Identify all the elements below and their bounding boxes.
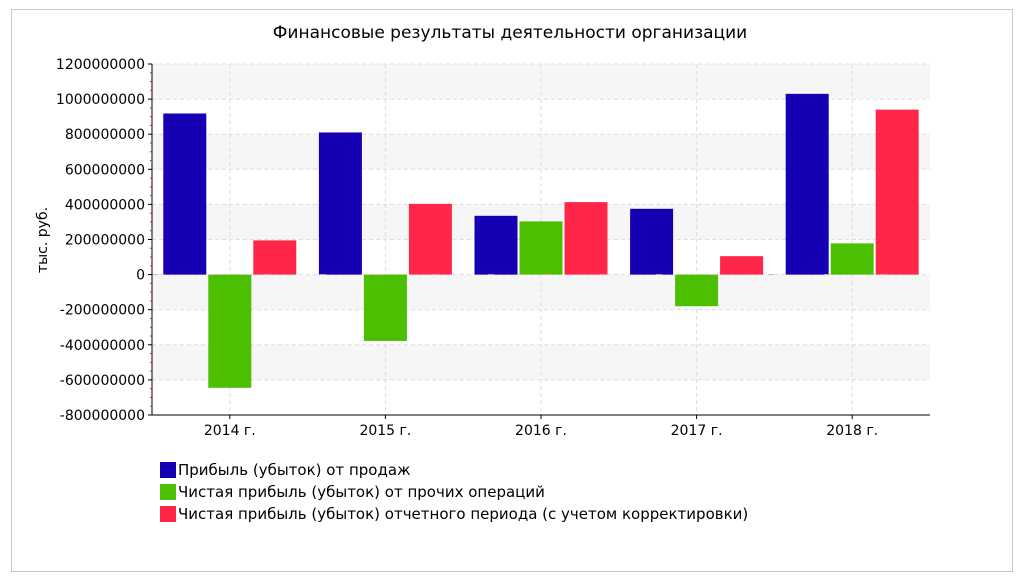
y-tick-label: 1000000000: [56, 92, 145, 108]
bar-series-2: [363, 274, 407, 341]
y-tick-label: 1200000000: [56, 57, 145, 73]
y-tick-label: -200000000: [60, 303, 145, 319]
bar-series-2: [675, 274, 719, 307]
legend-swatch-series-3: [160, 506, 176, 522]
legend-item: Чистая прибыль (убыток) от прочих операц…: [160, 481, 748, 503]
legend-item: Чистая прибыль (убыток) отчетного период…: [160, 503, 748, 525]
y-tick-label: -400000000: [60, 338, 145, 354]
x-tick-label: 2017 г.: [671, 423, 723, 439]
legend: Прибыль (убыток) от продаж Чистая прибыл…: [160, 459, 748, 525]
x-tick-label: 2016 г.: [515, 423, 567, 439]
x-tick-label: 2018 г.: [826, 423, 878, 439]
bar-series-2: [830, 243, 874, 275]
bar-series-1: [474, 215, 518, 275]
bars: [152, 93, 930, 388]
grid-lines: [152, 63, 930, 416]
legend-label: Чистая прибыль (убыток) отчетного период…: [178, 505, 749, 523]
bar-series-3: [564, 202, 608, 275]
bar-series-1: [163, 113, 207, 275]
y-tick-label: 600000000: [65, 162, 145, 178]
y-tick-label: -600000000: [60, 373, 145, 389]
y-tick-label: -800000000: [60, 408, 145, 424]
bar-series-3: [875, 109, 919, 275]
x-tick-label: 2015 г.: [359, 423, 411, 439]
legend-swatch-series-2: [160, 484, 176, 500]
y-tick-label: 0: [136, 268, 145, 284]
y-tick-label: 800000000: [65, 127, 145, 143]
bar-series-2: [519, 221, 563, 275]
bar-series-1: [318, 132, 362, 275]
legend-label: Чистая прибыль (убыток) от прочих операц…: [178, 483, 545, 501]
y-tick-label: 400000000: [65, 197, 145, 213]
y-tick-labels: 1200000000 1000000000 800000000 600000000 40…: [56, 57, 145, 424]
legend-item: Прибыль (убыток) от продаж: [160, 459, 748, 481]
axes: [148, 63, 930, 419]
bar-series-2: [208, 274, 252, 388]
y-tick-label: 200000000: [65, 233, 145, 249]
bar-series-1: [630, 208, 674, 275]
legend-label: Прибыль (убыток) от продаж: [178, 461, 411, 479]
legend-swatch-series-1: [160, 462, 176, 478]
x-tick-labels: 2014 г. 2015 г. 2016 г. 2017 г. 2018 г.: [204, 423, 878, 439]
bar-series-3: [720, 256, 764, 275]
bar-series-3: [408, 203, 452, 275]
y-axis-label: тыс. руб.: [35, 207, 51, 273]
chart-title: Финансовые результаты деятельности орган…: [273, 23, 747, 43]
bar-series-1: [785, 93, 829, 275]
bar-series-3: [253, 240, 297, 275]
x-tick-label: 2014 г.: [204, 423, 256, 439]
